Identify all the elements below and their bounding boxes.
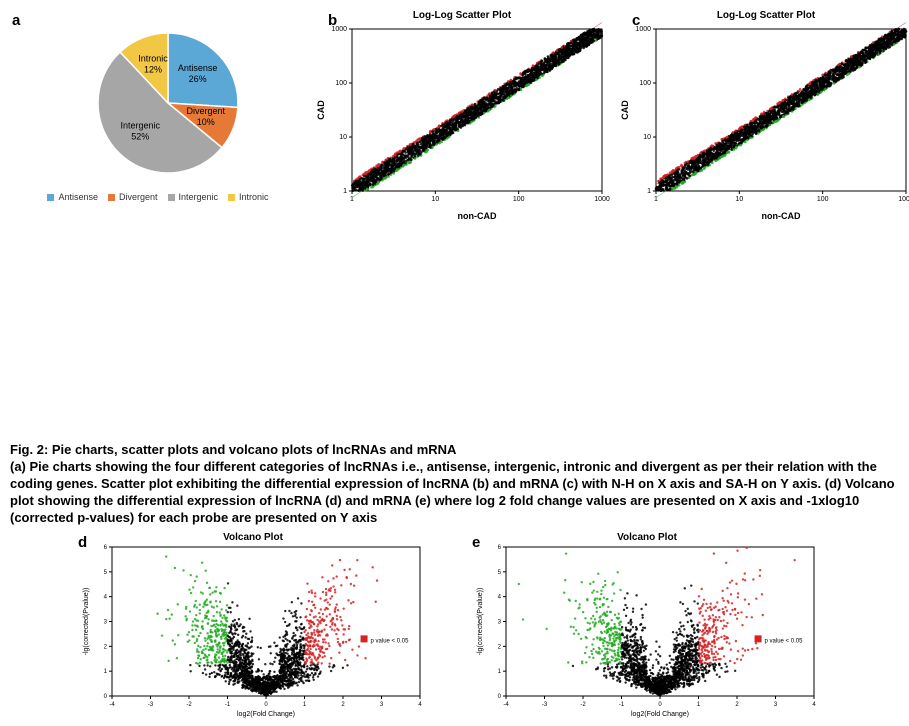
pie-chart: Antisense26% Divergent10% Intergenic52% Int… [8,8,308,188]
svg-text:52%: 52% [131,132,149,142]
panel-a-label: a [12,12,20,29]
panel-a: a Antisense26% Divergent10% Intergenic52% I… [8,8,308,228]
svg-text:1: 1 [647,188,651,195]
svg-text:Intronic: Intronic [138,53,168,63]
caption-title: Fig. 2: Pie charts, scatter plots and vo… [10,442,909,459]
svg-text:100: 100 [817,196,829,203]
panel-d: d Volcano Plot -4-3-2-1012340123456log2(… [78,530,428,718]
svg-text:Divergent: Divergent [186,106,225,116]
svg-text:26%: 26% [189,74,207,84]
volcano-plot-e: -4-3-2-1012340123456log2(Fold Change)-lg… [472,543,822,718]
svg-text:1000: 1000 [594,196,610,203]
panel-e-title: Volcano Plot [472,532,822,543]
panel-c: c Log-Log Scatter Plot 11101010010010001… [616,8,909,228]
panel-b-label: b [328,12,337,29]
panel-d-label: d [78,534,87,551]
svg-text:1: 1 [654,196,658,203]
panel-c-title: Log-Log Scatter Plot [616,10,909,21]
svg-text:10: 10 [643,134,651,141]
svg-text:CAD: CAD [620,100,630,120]
panel-e-label: e [472,534,480,551]
panel-e: e Volcano Plot -4-3-2-1012340123456log2(… [472,530,822,718]
volcano-plot-d: -4-3-2-1012340123456log2(Fold Change)-lg… [78,543,428,718]
svg-text:100: 100 [513,196,525,203]
figure-caption: Fig. 2: Pie charts, scatter plots and vo… [8,436,909,526]
svg-text:100: 100 [335,80,347,87]
panel-d-title: Volcano Plot [78,532,428,543]
svg-text:Antisense: Antisense [178,63,218,73]
panel-c-label: c [632,12,640,29]
scatter-plot-b: 11101010010010001000non-CADCAD [312,21,612,221]
svg-text:12%: 12% [144,64,162,74]
svg-text:10: 10 [339,134,347,141]
panel-b-title: Log-Log Scatter Plot [312,10,612,21]
pie-legend: AntisenseDivergentIntergenicIntronic [8,192,308,202]
svg-text:1: 1 [350,196,354,203]
svg-text:Intergenic: Intergenic [120,121,160,131]
svg-text:non-CAD: non-CAD [762,211,801,221]
svg-text:10%: 10% [197,117,215,127]
panel-b: b Log-Log Scatter Plot 11101010010010001… [312,8,612,228]
svg-text:10: 10 [431,196,439,203]
svg-text:non-CAD: non-CAD [458,211,497,221]
svg-text:10: 10 [735,196,743,203]
svg-text:1: 1 [343,188,347,195]
panel-d-spacer [8,232,308,432]
svg-text:100: 100 [639,80,651,87]
svg-text:1000: 1000 [898,196,909,203]
scatter-plot-c: 11101010010010001000non-CADCAD [616,21,909,221]
svg-text:CAD: CAD [316,100,326,120]
caption-body: (a) Pie charts showing the four differen… [10,459,909,527]
